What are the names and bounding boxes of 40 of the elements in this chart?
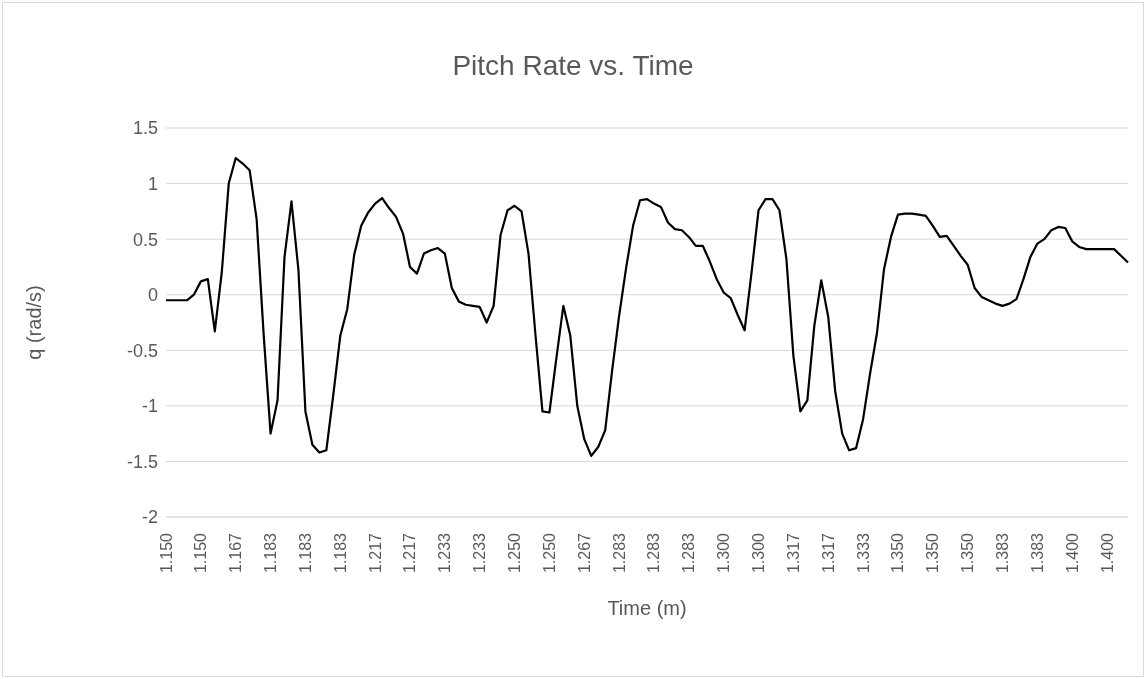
line-series [164, 156, 1130, 457]
x-tick-label: 1.383 [1028, 532, 1046, 574]
x-tick-label: 1.183 [296, 532, 314, 574]
x-tick-label: 1.183 [262, 532, 280, 574]
x-tick-label: 1.250 [540, 532, 558, 574]
x-tick-label: 1.400 [1098, 532, 1116, 574]
y-axis-title: q (rad/s) [23, 285, 46, 360]
x-tick-label: 1.217 [401, 532, 419, 574]
y-tick-label: -2 [141, 507, 158, 528]
x-tick-label: 1.317 [784, 532, 802, 574]
x-tick-label: 1.350 [924, 532, 942, 574]
y-tick-label: -0.5 [126, 340, 158, 361]
y-tick-label: -1 [141, 396, 158, 417]
x-tick-label: 1.217 [366, 532, 384, 574]
x-tick-label: 1.350 [889, 532, 907, 574]
x-tick-label: 1.233 [436, 532, 454, 574]
x-tick-label: 1.283 [680, 532, 698, 574]
x-tick-label: 1.300 [750, 532, 768, 574]
x-axis-title: Time (m) [607, 597, 687, 619]
x-tick-label: 1.350 [959, 532, 977, 574]
x-tick-label: 1.400 [1063, 532, 1081, 574]
x-tick-label: 1.267 [575, 532, 593, 574]
x-tick-label: 1.333 [854, 532, 872, 574]
y-tick-label: 0.5 [132, 229, 158, 250]
y-tick-label: -1.5 [126, 451, 158, 472]
x-tick-label: 1.283 [645, 532, 663, 574]
x-tick-label: 1.167 [227, 532, 245, 574]
x-tick-label: 1.233 [471, 532, 489, 574]
x-tick-label: 1.283 [610, 532, 628, 574]
chart-title: Pitch Rate vs. Time [451, 50, 695, 82]
x-tick-label: 1.250 [506, 532, 524, 574]
x-tick-label: 1.150 [157, 532, 175, 574]
x-tick-label: 1.300 [715, 532, 733, 574]
x-tick-label: 1.150 [192, 532, 210, 574]
x-tick-label: 1.183 [331, 532, 349, 574]
x-tick-label: 1.383 [994, 532, 1012, 574]
x-tick-label: 1.317 [819, 532, 837, 574]
y-tick-label: 1 [147, 173, 158, 194]
y-tick-label: 1.5 [132, 118, 158, 139]
y-tick-label: 0 [147, 285, 158, 306]
